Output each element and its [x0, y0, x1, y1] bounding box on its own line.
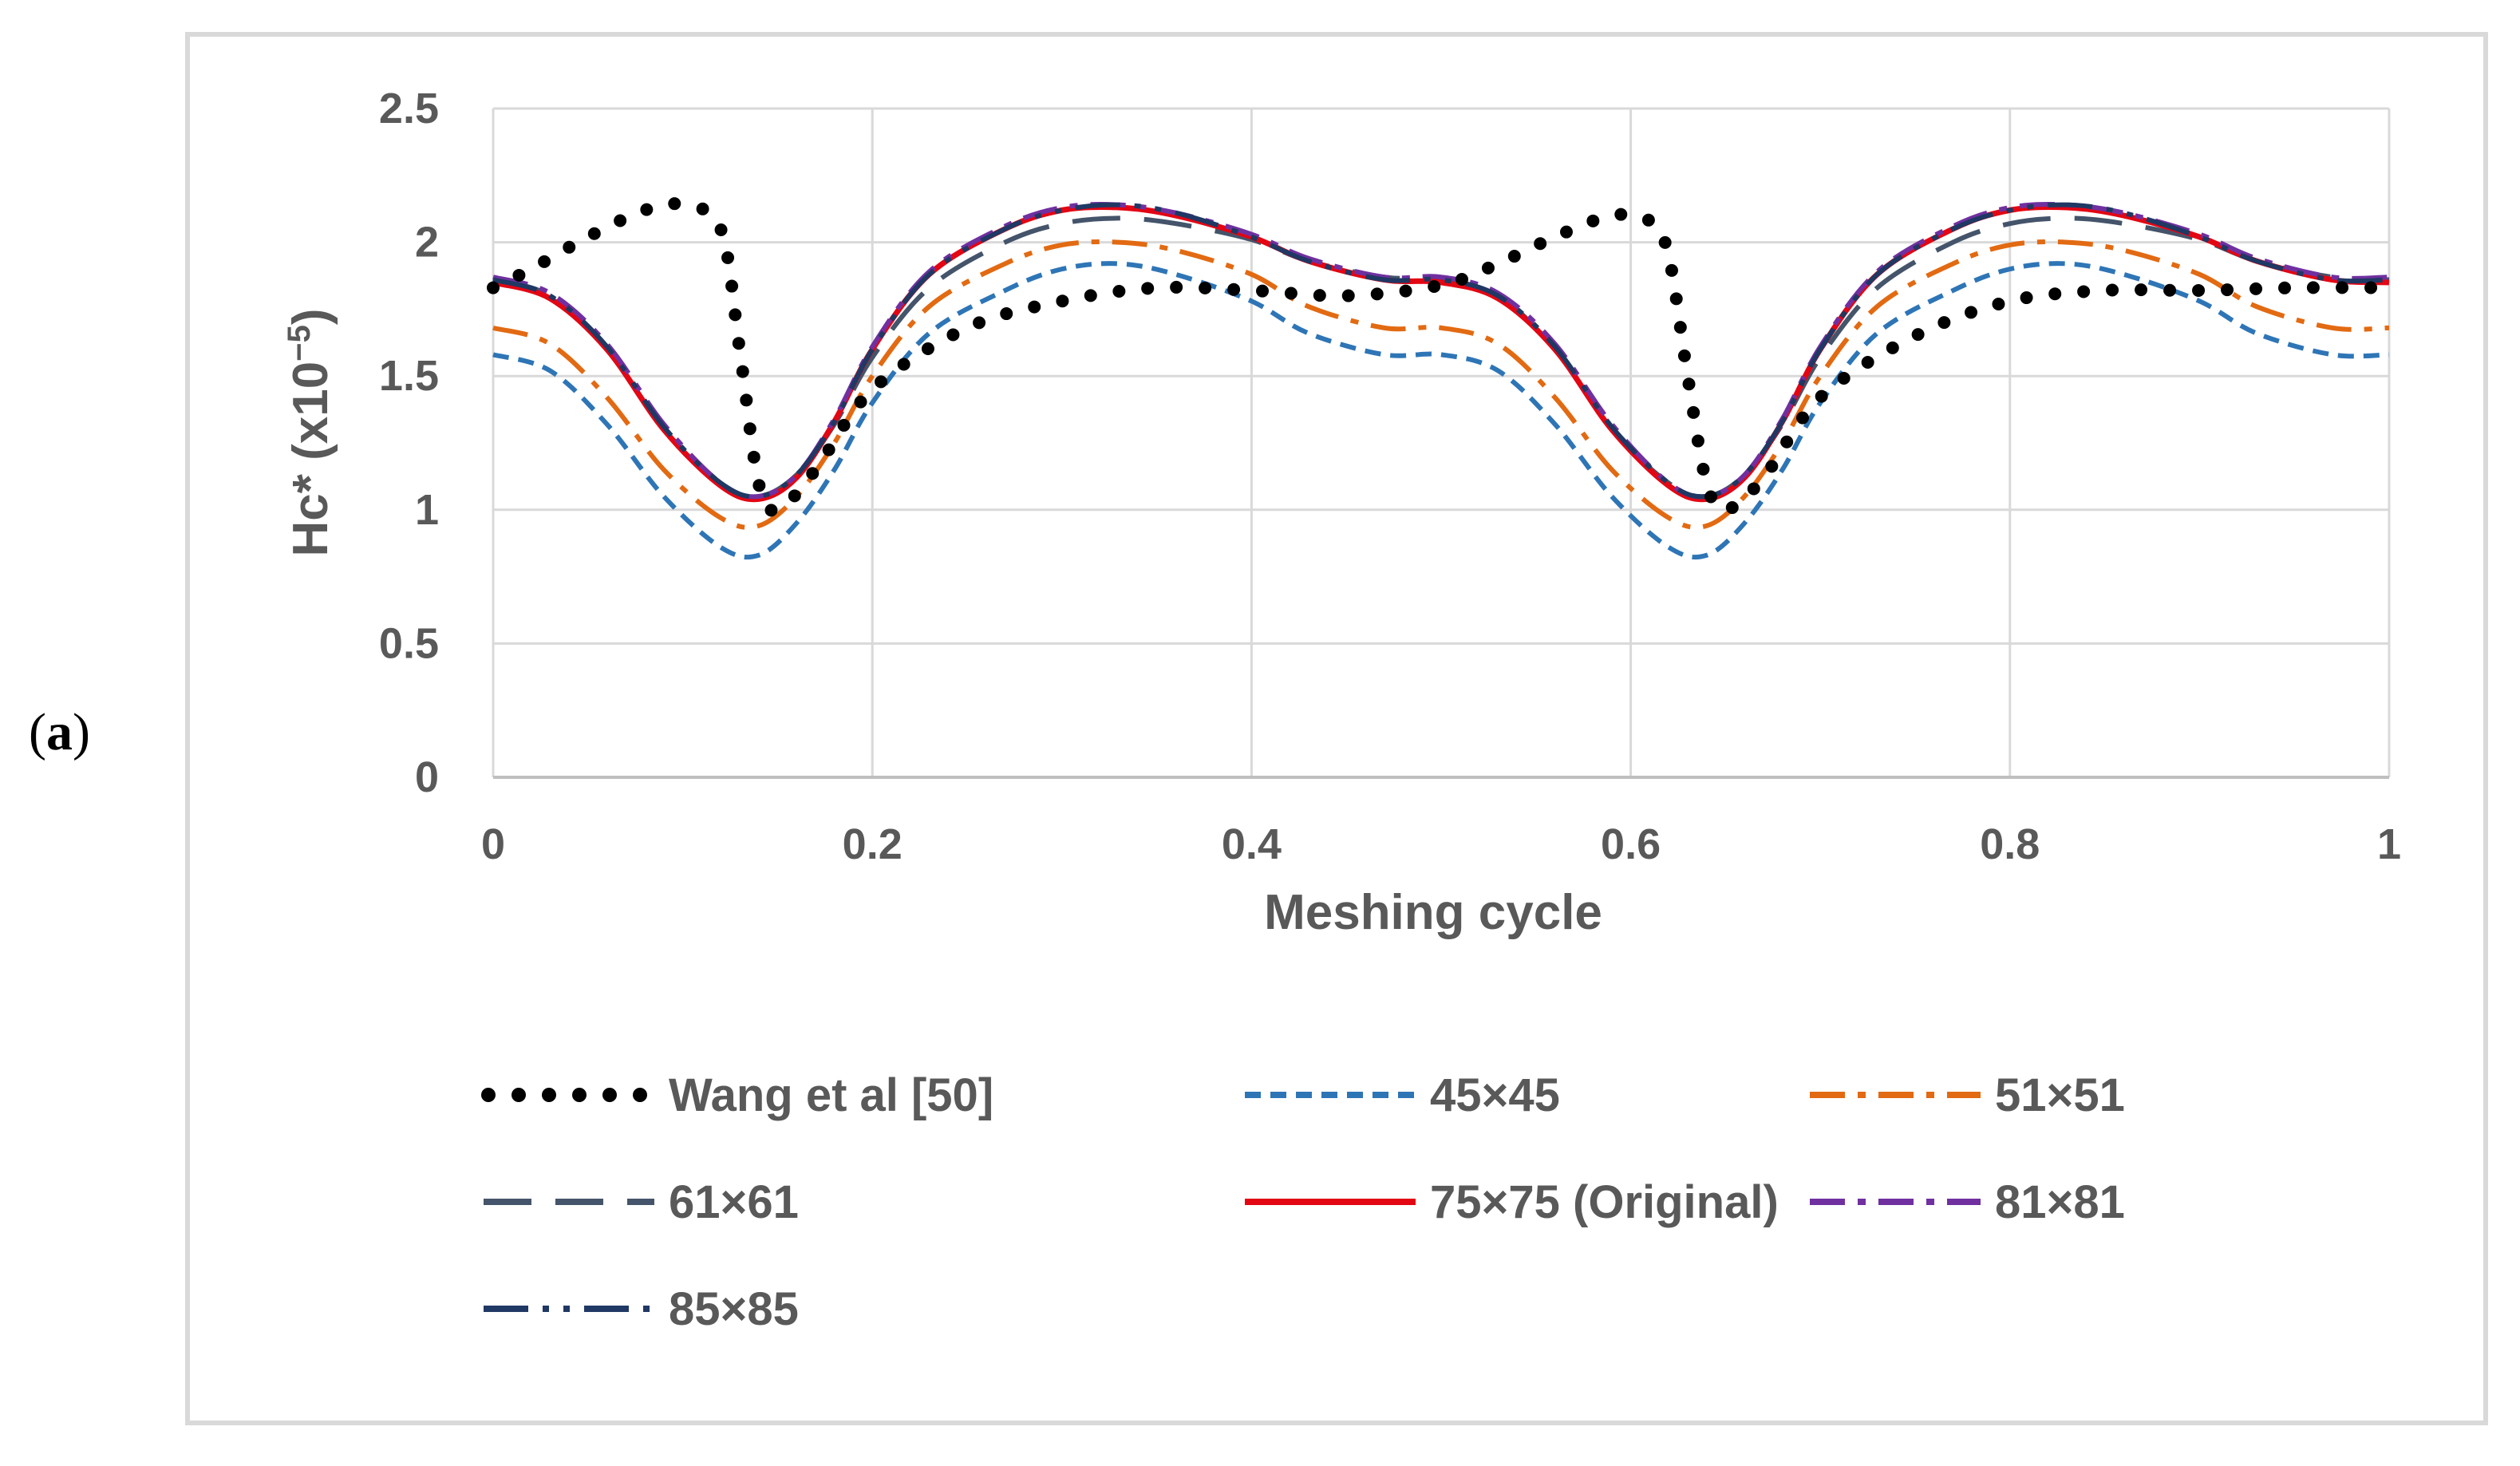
y-axis-title: Hc* (x10−5) [282, 309, 338, 557]
legend-label-0: Wang et al [50] [669, 1069, 993, 1121]
y-tick-label: 0 [415, 753, 439, 801]
legend: Wang et al [50] 45×45 51×51 61×61 75×75 (Ori… [481, 1069, 2125, 1335]
legend-label-4: 75×75 (Original) [1430, 1176, 1779, 1228]
series-line-2 [492, 239, 2390, 530]
y-tick-label: 1 [415, 486, 439, 534]
chart-svg: 0 0.5 1 1.5 2 2.5 0 0.2 0.4 0.6 0.8 1 Hc* (x10−5) M… [282, 85, 2401, 1335]
legend-label-3: 61×61 [669, 1176, 799, 1228]
axis-layer: 0 0.5 1 1.5 2 2.5 0 0.2 0.4 0.6 0.8 1 [379, 85, 2401, 868]
series-line-6 [492, 202, 2390, 500]
series-line-4 [492, 204, 2390, 503]
panel-label-close: ) [72, 703, 90, 761]
x-tick-label: 0.8 [1980, 820, 2040, 868]
x-tick-label: 0 [481, 820, 505, 868]
legend-label-6: 85×85 [669, 1283, 799, 1335]
x-axis-title: Meshing cycle [1264, 885, 1602, 940]
y-tick-label: 2.5 [379, 85, 439, 132]
y-tick-label: 2 [415, 219, 439, 267]
y-tick-label: 1.5 [379, 352, 439, 400]
series-layer [487, 197, 2396, 560]
x-tick-label: 0.6 [1601, 820, 1661, 868]
y-tick-label: 0.5 [379, 619, 439, 667]
legend-label-5: 81×81 [1995, 1176, 2125, 1228]
panel-label-open: ( [29, 703, 46, 761]
series-line-3 [492, 215, 2390, 500]
series-line-1 [492, 261, 2390, 560]
y-axis-title-exp: −5 [282, 325, 317, 362]
x-tick-label: 0.4 [1222, 820, 1282, 868]
series-line-5 [492, 202, 2390, 500]
y-axis-title-close: ) [283, 309, 338, 326]
chart-frame: 0 0.5 1 1.5 2 2.5 0 0.2 0.4 0.6 0.8 1 Hc* (x10−5) M… [185, 32, 2488, 1425]
y-axis-title-main: Hc* (x10 [283, 362, 338, 557]
x-tick-label: 0.2 [843, 820, 903, 868]
panel-label: (a) [29, 702, 90, 763]
x-tick-label: 1 [2377, 820, 2401, 868]
legend-label-2: 51×51 [1995, 1069, 2125, 1121]
panel-label-letter: a [45, 703, 73, 761]
series-line-0 [487, 197, 2396, 517]
legend-label-1: 45×45 [1430, 1069, 1560, 1121]
